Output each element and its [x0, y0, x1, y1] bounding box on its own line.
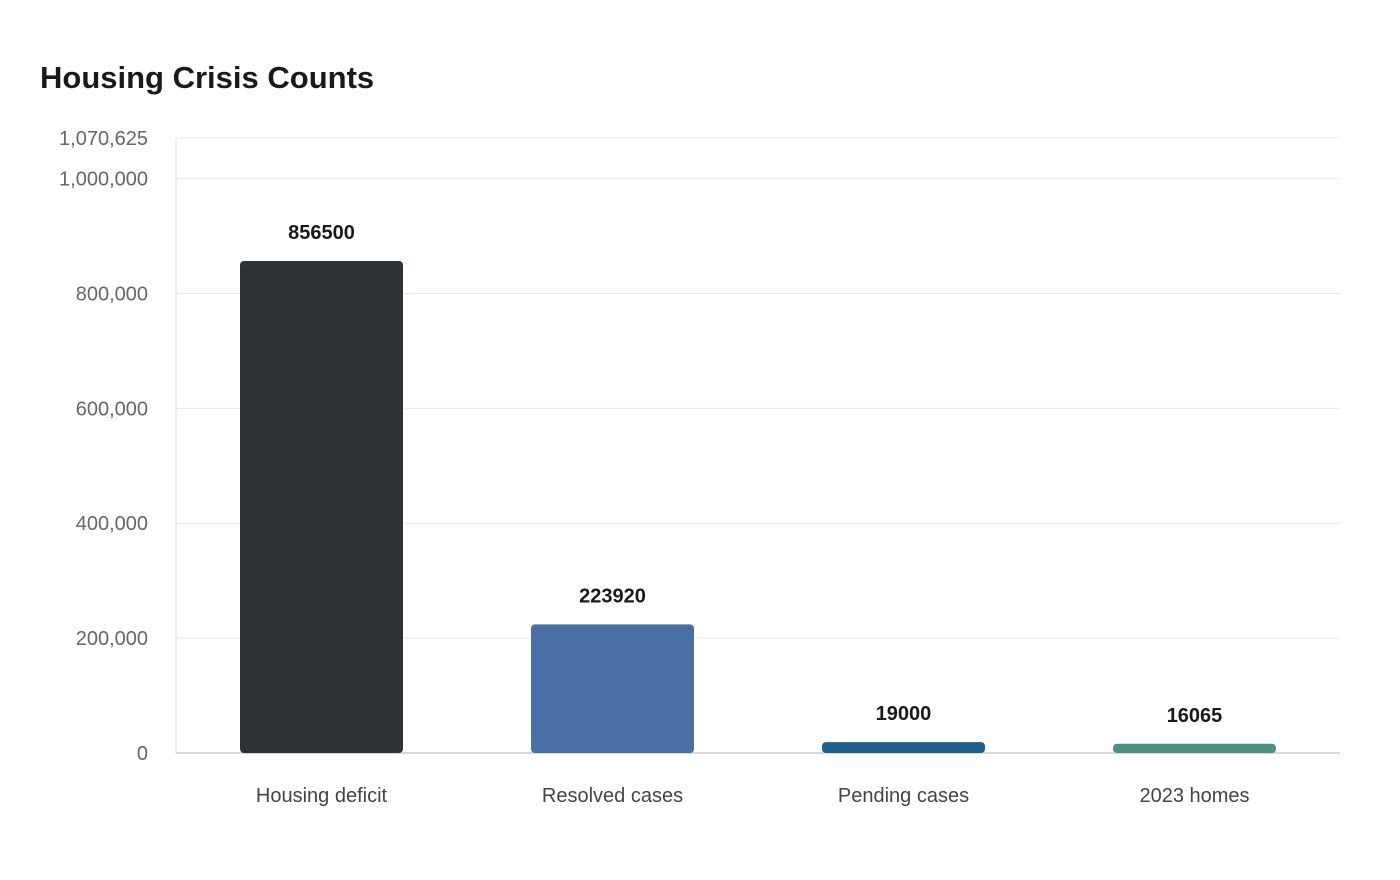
bar-3	[1113, 743, 1276, 753]
labels: 0 200,000 400,000 600,000 800,000 1,000,000 1,…	[59, 128, 1250, 807]
bar-2	[822, 742, 985, 753]
value-label: 856500	[288, 222, 355, 244]
x-tick-label: Resolved cases	[542, 785, 683, 807]
y-tick-label: 200,000	[76, 628, 148, 650]
x-tick-label: Housing deficit	[256, 785, 388, 807]
y-tick-label: 1,070,625	[59, 128, 148, 150]
value-label: 223920	[579, 585, 646, 607]
x-tick-label: 2023 homes	[1139, 785, 1249, 807]
y-tick-label: 0	[137, 743, 148, 765]
bar-1	[531, 624, 694, 753]
bar-0	[240, 261, 403, 753]
y-tick-label: 400,000	[76, 513, 148, 535]
bars	[240, 261, 1276, 753]
x-tick-label: Pending cases	[838, 785, 969, 807]
y-tick-label: 1,000,000	[59, 169, 148, 191]
value-label: 16065	[1167, 705, 1223, 727]
value-label: 19000	[876, 703, 932, 725]
chart-title: Housing Crisis Counts	[40, 60, 375, 95]
y-tick-label: 600,000	[76, 398, 148, 420]
y-tick-label: 800,000	[76, 283, 148, 305]
